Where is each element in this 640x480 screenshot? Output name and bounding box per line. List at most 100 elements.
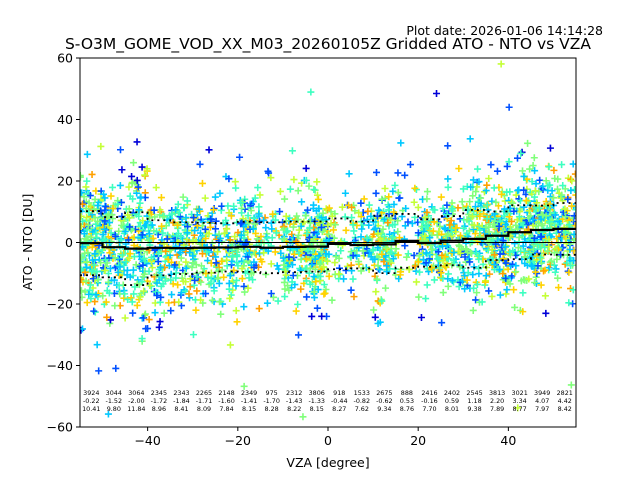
scatter-point	[311, 265, 319, 273]
scatter-point	[423, 195, 431, 203]
scatter-point	[116, 146, 124, 154]
scatter-point	[469, 271, 477, 279]
scatter-point	[314, 286, 322, 294]
scatter-point	[177, 254, 185, 262]
scatter-point	[169, 280, 177, 288]
scatter-point	[519, 242, 527, 250]
scatter-point	[172, 206, 180, 214]
scatter-point	[223, 225, 231, 233]
scatter-point	[483, 201, 491, 209]
y-tick-label: −40	[47, 358, 73, 373]
scatter-point	[327, 208, 335, 216]
scatter-point	[466, 135, 474, 143]
scatter-point	[376, 235, 384, 243]
scatter-point	[191, 276, 199, 284]
scatter-point	[151, 309, 159, 317]
scatter-point	[318, 213, 326, 221]
scatter-point	[212, 259, 220, 267]
scatter-point	[140, 287, 148, 295]
scatter-point	[452, 224, 460, 232]
scatter-point	[417, 314, 425, 322]
scatter-point	[81, 288, 89, 296]
scatter-point	[116, 263, 124, 271]
scatter-point	[331, 259, 339, 267]
bin-std-label: 7.84	[219, 405, 233, 413]
scatter-point	[294, 216, 302, 224]
scatter-point	[443, 211, 451, 219]
scatter-point	[128, 179, 136, 187]
scatter-point	[308, 312, 316, 320]
scatter-point	[494, 202, 502, 210]
scatter-point	[372, 189, 380, 197]
scatter-point	[80, 193, 88, 201]
scatter-point	[138, 278, 146, 286]
scatter-point	[139, 217, 147, 225]
bin-count-label: 2821	[557, 389, 573, 397]
scatter-point	[570, 212, 576, 220]
scatter-point	[237, 199, 245, 207]
scatter-point	[265, 169, 273, 177]
scatter-point	[423, 250, 431, 258]
scatter-point	[471, 230, 479, 238]
scatter-point	[159, 229, 167, 237]
scatter-point	[546, 144, 554, 152]
scatter-point	[176, 248, 184, 256]
scatter-point	[269, 293, 277, 301]
scatter-point	[325, 272, 333, 280]
scatter-point	[134, 183, 142, 191]
scatter-point	[126, 223, 134, 231]
scatter-point	[206, 223, 214, 231]
scatter-point	[401, 171, 409, 179]
scatter-point	[189, 252, 197, 260]
bin-std-label: 9.80	[107, 405, 121, 413]
scatter-point	[192, 221, 200, 229]
scatter-point	[146, 281, 154, 289]
x-tick-label: 20	[410, 433, 426, 448]
scatter-point	[133, 189, 141, 197]
scatter-point	[148, 221, 156, 229]
scatter-point	[229, 286, 237, 294]
scatter-point	[88, 170, 96, 178]
scatter-point	[168, 291, 176, 299]
scatter-point	[152, 278, 160, 286]
scatter-point	[531, 279, 539, 287]
scatter-point	[384, 219, 392, 227]
scatter-point	[474, 165, 482, 173]
scatter-point	[211, 225, 219, 233]
bin-count-label: 3924	[83, 389, 99, 397]
scatter-point	[192, 261, 200, 269]
scatter-point	[133, 301, 141, 309]
scatter-point	[161, 277, 169, 285]
scatter-point	[87, 295, 95, 303]
bin-count-label: 2265	[196, 389, 212, 397]
scatter-point	[370, 306, 378, 314]
scatter-point	[238, 219, 246, 227]
bin-std-label: 7.70	[422, 405, 436, 413]
scatter-point	[233, 276, 241, 284]
scatter-point	[298, 198, 306, 206]
scatter-point	[85, 209, 93, 217]
scatter-point	[521, 259, 529, 267]
bin-count-label: 2545	[466, 389, 482, 397]
scatter-point	[561, 205, 569, 213]
scatter-point	[140, 255, 148, 263]
scatter-point	[434, 255, 442, 263]
scatter-point	[83, 213, 91, 221]
scatter-point	[389, 187, 397, 195]
bin-mean-label: -1.43	[286, 397, 303, 405]
scatter-point	[397, 268, 405, 276]
scatter-point	[258, 258, 266, 266]
scatter-point	[551, 268, 559, 276]
scatter-point	[514, 404, 522, 412]
scatter-point	[233, 318, 241, 326]
scatter-point	[519, 308, 527, 316]
scatter-point	[249, 225, 257, 233]
scatter-point	[182, 258, 190, 266]
scatter-point	[561, 228, 569, 236]
scatter-point	[528, 262, 536, 270]
scatter-point	[423, 281, 431, 289]
scatter-point	[226, 272, 234, 280]
scatter-point	[449, 205, 457, 213]
scatter-point	[240, 303, 248, 311]
scatter-point	[198, 250, 206, 258]
